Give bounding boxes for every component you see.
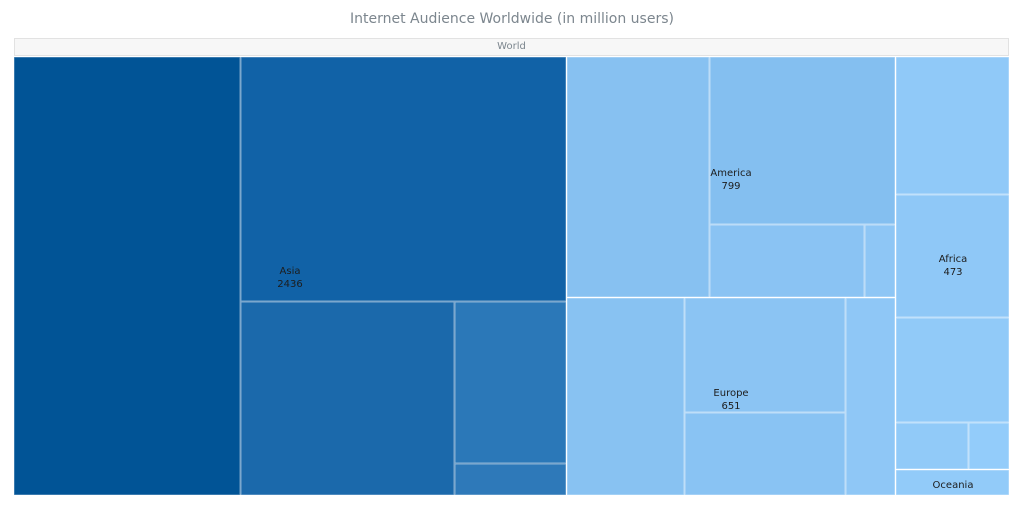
region-label-america: America	[710, 168, 751, 179]
tile-africa-3[interactable]	[895, 317, 1010, 423]
tile-asia-4[interactable]	[454, 301, 567, 464]
tile-europe-1[interactable]	[566, 297, 685, 496]
region-separator	[896, 469, 1009, 470]
region-value-africa: 473	[943, 267, 962, 278]
tile-africa-1[interactable]	[895, 56, 1010, 195]
tile-africa-4[interactable]	[895, 422, 969, 470]
tile-america-2[interactable]	[709, 56, 896, 225]
region-value-america: 799	[721, 181, 740, 192]
region-value-asia: 2436	[277, 279, 302, 290]
root-node-header[interactable]: World	[14, 38, 1009, 56]
tile-europe-4[interactable]	[684, 412, 846, 496]
tile-africa-5[interactable]	[968, 422, 1010, 470]
tile-europe-2[interactable]	[684, 297, 846, 413]
tile-asia-2[interactable]	[240, 56, 567, 302]
region-label-europe: Europe	[713, 388, 748, 399]
region-separator	[567, 297, 895, 298]
tile-america-3[interactable]	[709, 224, 865, 298]
region-separator	[566, 57, 567, 495]
tile-europe-3[interactable]	[845, 297, 896, 496]
tile-america-1[interactable]	[566, 56, 710, 298]
tile-america-4[interactable]	[864, 224, 896, 298]
region-label-oceania: Oceania	[933, 480, 974, 491]
tile-asia-3[interactable]	[240, 301, 455, 496]
region-separator	[895, 57, 896, 495]
tile-asia-1[interactable]	[13, 56, 241, 496]
region-value-europe: 651	[721, 401, 740, 412]
region-label-asia: Asia	[280, 266, 301, 277]
region-label-africa: Africa	[939, 254, 968, 265]
tile-africa-2[interactable]	[895, 194, 1010, 318]
chart-title: Internet Audience Worldwide (in million …	[350, 11, 674, 27]
tile-asia-5[interactable]	[454, 463, 567, 496]
